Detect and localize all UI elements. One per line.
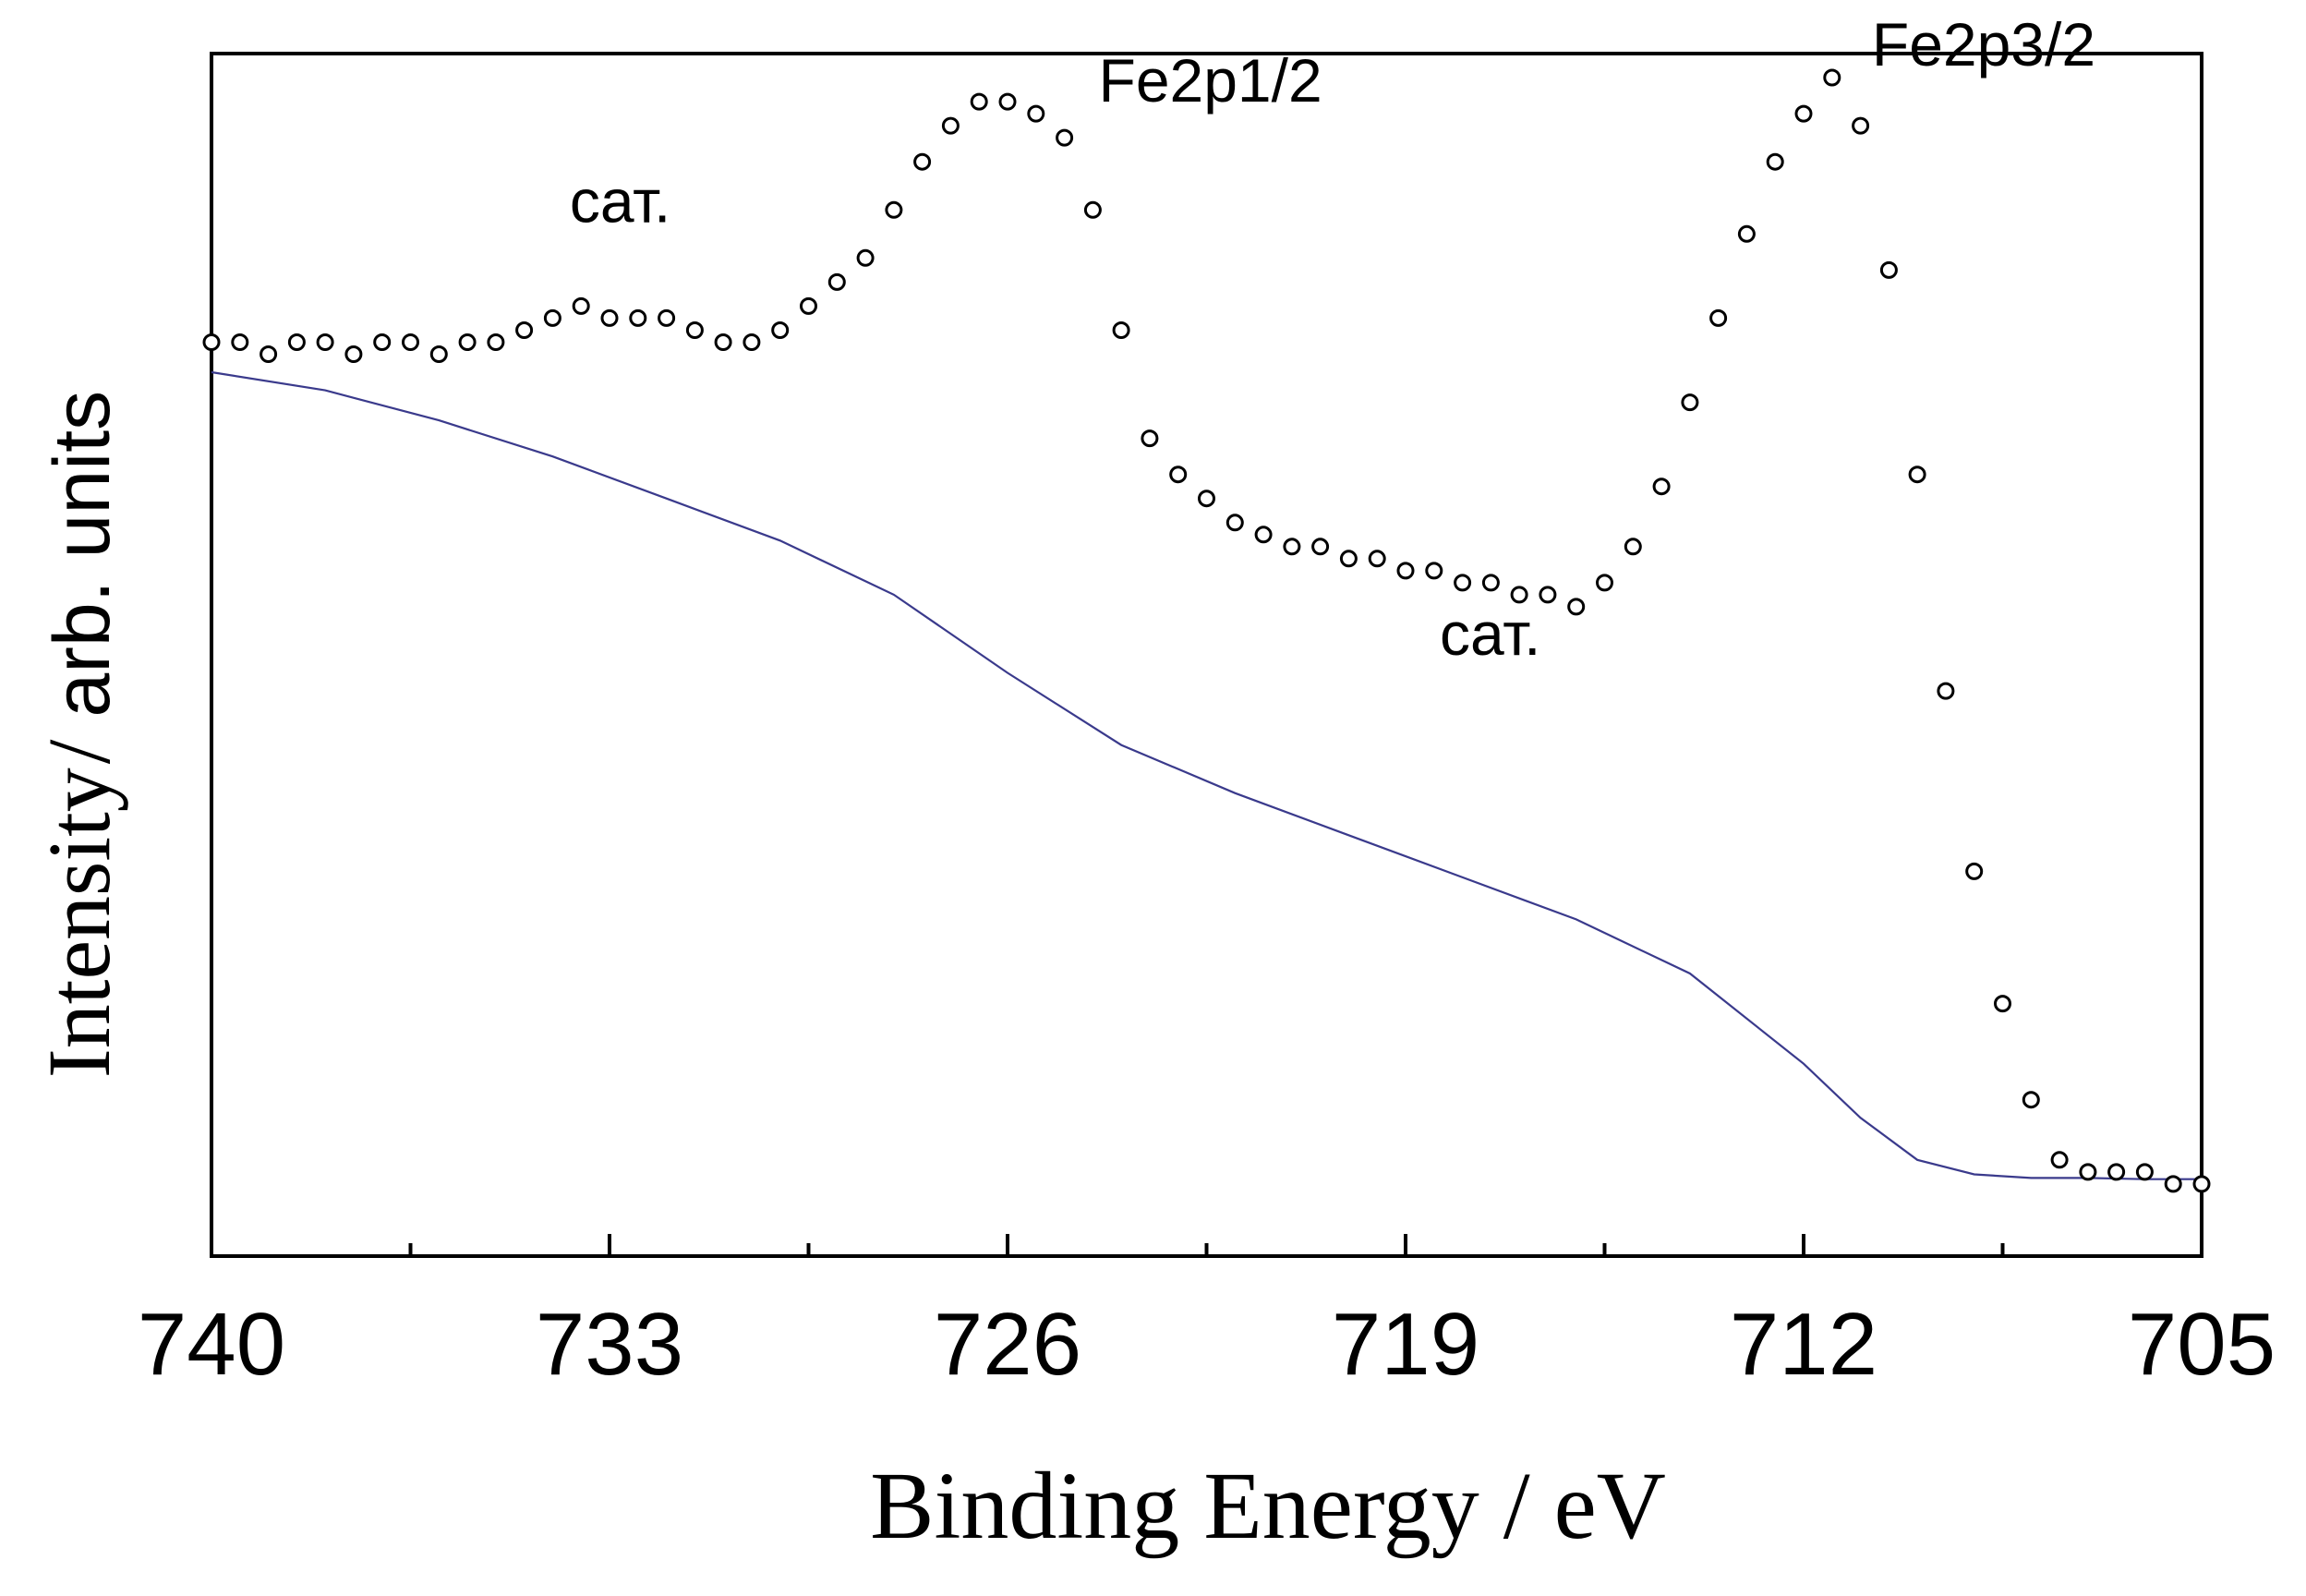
peak-annotation: Fe2p3/2 bbox=[1872, 10, 2095, 79]
data-point bbox=[202, 333, 221, 351]
data-point bbox=[1510, 586, 1528, 604]
data-point bbox=[771, 321, 790, 339]
plot-frame bbox=[210, 52, 2203, 1258]
peak-annotation: сат. bbox=[1440, 599, 1541, 668]
data-point bbox=[2079, 1163, 2097, 1181]
data-point bbox=[1567, 598, 1586, 616]
x-axis-ticks bbox=[210, 1234, 2203, 1256]
data-point bbox=[1823, 68, 1841, 87]
data-point bbox=[1481, 574, 1500, 592]
data-point bbox=[913, 152, 932, 171]
data-point bbox=[2135, 1163, 2154, 1181]
data-point bbox=[1794, 104, 1813, 123]
x-tick-label: 733 bbox=[536, 1295, 683, 1394]
data-markers bbox=[202, 68, 2211, 1193]
data-point bbox=[800, 296, 817, 315]
data-point bbox=[1539, 586, 1557, 604]
data-point bbox=[287, 333, 306, 351]
data-point bbox=[515, 321, 534, 339]
data-point bbox=[316, 333, 334, 351]
data-point bbox=[572, 296, 590, 315]
data-point bbox=[941, 116, 960, 135]
data-point bbox=[402, 333, 419, 351]
x-tick-label: 719 bbox=[1332, 1295, 1479, 1394]
data-point bbox=[344, 345, 363, 363]
data-point bbox=[1937, 682, 1955, 700]
data-point bbox=[2192, 1175, 2211, 1193]
peak-annotation: сат. bbox=[570, 166, 671, 235]
data-point bbox=[1994, 995, 2011, 1013]
x-tick-label: 740 bbox=[138, 1295, 285, 1394]
data-point bbox=[1027, 104, 1045, 123]
x-tick-label: 712 bbox=[1730, 1295, 1877, 1394]
data-point bbox=[1169, 466, 1188, 484]
data-point bbox=[658, 308, 676, 327]
data-point bbox=[373, 333, 392, 351]
data-point bbox=[1596, 574, 1613, 592]
data-point bbox=[260, 345, 278, 363]
data-point bbox=[2050, 1151, 2069, 1169]
data-point bbox=[1056, 128, 1074, 147]
data-point bbox=[885, 200, 903, 219]
y-axis-label-quantity: Intensity bbox=[30, 768, 128, 1078]
data-point bbox=[1454, 574, 1472, 592]
data-point bbox=[1425, 562, 1443, 580]
data-point bbox=[1083, 200, 1102, 219]
data-point bbox=[458, 333, 477, 351]
data-point bbox=[714, 333, 732, 351]
x-axis-label: Binding Energy / eV bbox=[870, 1453, 1666, 1559]
data-point bbox=[856, 248, 875, 267]
data-point bbox=[1852, 116, 1870, 135]
data-point bbox=[600, 308, 619, 327]
annotations: Fe2p1/2 Fe2p3/2 сат. сат. bbox=[570, 10, 2095, 668]
data-point bbox=[1198, 490, 1215, 508]
data-point bbox=[629, 308, 647, 327]
data-point bbox=[487, 333, 505, 351]
data-point bbox=[1965, 862, 1984, 880]
x-tick-label: 705 bbox=[2128, 1295, 2276, 1394]
data-point bbox=[2107, 1163, 2126, 1181]
data-point bbox=[1908, 466, 1926, 484]
data-point bbox=[1652, 478, 1671, 496]
data-point bbox=[1339, 550, 1358, 568]
data-point bbox=[827, 272, 846, 291]
data-point bbox=[1141, 429, 1159, 448]
data-point bbox=[1396, 562, 1415, 580]
data-point bbox=[1311, 538, 1330, 556]
data-point bbox=[1879, 260, 1898, 279]
data-point bbox=[2022, 1091, 2040, 1109]
data-point bbox=[1112, 321, 1130, 339]
data-point bbox=[1225, 514, 1244, 532]
data-point bbox=[543, 308, 561, 327]
data-point bbox=[1737, 224, 1756, 243]
y-axis-label-units: arb. units bbox=[38, 391, 127, 718]
data-point bbox=[743, 333, 761, 351]
data-point bbox=[1681, 393, 1699, 412]
data-point bbox=[231, 333, 249, 351]
data-point bbox=[2164, 1175, 2182, 1193]
peak-annotation: Fe2p1/2 bbox=[1099, 46, 1322, 115]
data-point bbox=[998, 92, 1017, 111]
x-tick-label: 726 bbox=[934, 1295, 1081, 1394]
data-point bbox=[1766, 152, 1784, 171]
data-point bbox=[1254, 526, 1273, 544]
data-point bbox=[429, 345, 448, 363]
data-point bbox=[1709, 308, 1728, 327]
background-line bbox=[211, 370, 2202, 1180]
data-point bbox=[970, 92, 988, 111]
data-point bbox=[1283, 538, 1301, 556]
data-point bbox=[1624, 538, 1642, 556]
x-axis-tick-labels: 740 733 726 719 712 705 bbox=[138, 1295, 2276, 1394]
y-axis-label: Intensity / arb. units bbox=[30, 391, 128, 1078]
data-point bbox=[1368, 550, 1386, 568]
y-axis-label-separator: / bbox=[30, 718, 128, 765]
plot-area bbox=[202, 52, 2211, 1258]
data-point bbox=[685, 321, 704, 339]
